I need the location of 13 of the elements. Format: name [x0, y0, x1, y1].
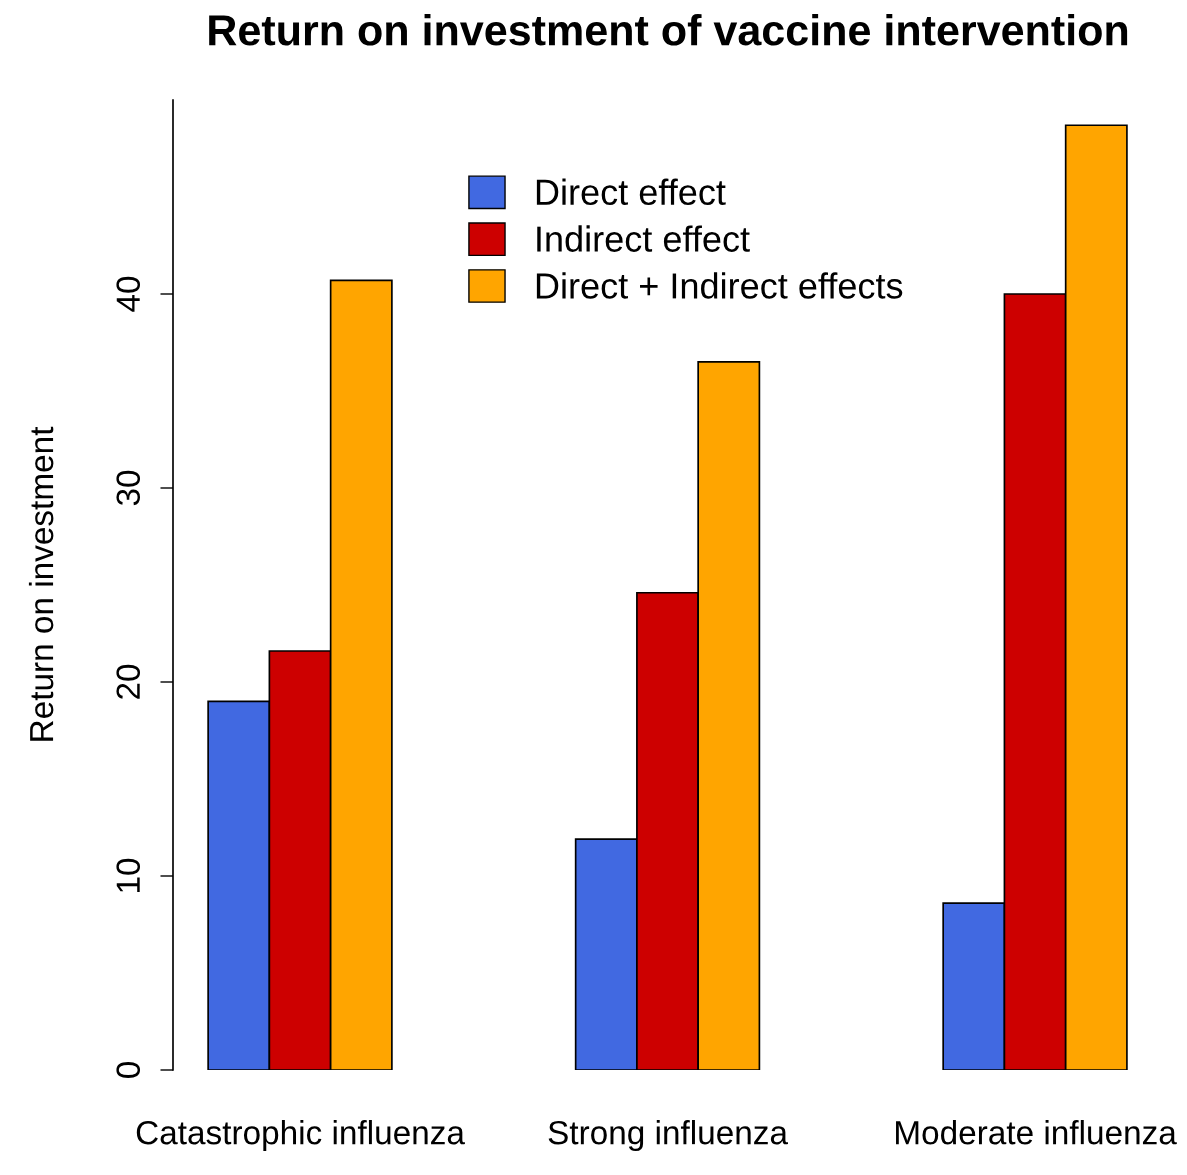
legend-label: Direct + Indirect effects — [536, 272, 903, 299]
y-tick-label: 30 — [116, 470, 141, 506]
y-tick-label: 0 — [116, 1062, 141, 1078]
x-tick-label: Moderate influenza — [896, 1120, 1177, 1145]
chart-title: Return on investment of vaccine intervention — [209, 13, 1128, 46]
legend-label: Indirect effect — [537, 225, 750, 252]
y-tick-label: 40 — [116, 276, 141, 312]
y-tick-label: 10 — [116, 858, 141, 892]
x-tick-label: Strong influenza — [548, 1120, 788, 1152]
y-axis-title: Return on investment — [28, 426, 54, 741]
x-tick-label: Catastrophic influenza — [136, 1120, 465, 1152]
legend-label: Direct effect — [536, 178, 726, 206]
y-tick-label: 20 — [116, 664, 141, 699]
